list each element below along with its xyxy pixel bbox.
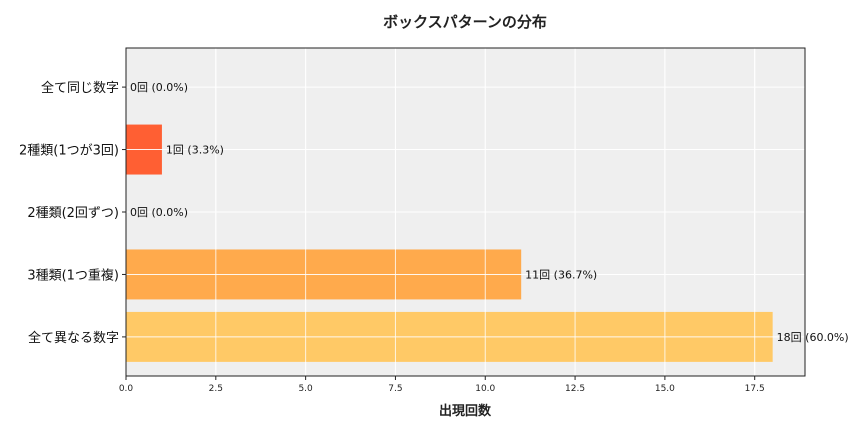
data-label: 11回 (36.7%) [525, 268, 597, 281]
x-tick-label: 0.0 [119, 384, 134, 394]
category-label: 全て同じ数字 [41, 80, 119, 96]
data-label: 18回 (60.0%) [777, 331, 849, 344]
x-tick-label: 7.5 [388, 384, 402, 394]
data-label: 1回 (3.3%) [166, 144, 224, 157]
x-tick-label: 2.5 [209, 384, 223, 394]
chart-title: ボックスパターンの分布 [383, 13, 547, 31]
category-label: 2種類(2回ずつ) [27, 205, 119, 221]
x-axis-label: 出現回数 [439, 403, 492, 419]
x-tick-label: 5.0 [298, 384, 313, 394]
data-label: 0回 (0.0%) [130, 81, 188, 94]
x-tick-label: 10.0 [475, 384, 495, 394]
category-label: 全て異なる数字 [28, 330, 119, 346]
x-tick-label: 12.5 [565, 384, 585, 394]
category-label: 2種類(1つが3回) [19, 143, 119, 159]
x-tick-label: 17.5 [745, 384, 765, 394]
x-tick-label: 15.0 [655, 384, 675, 394]
category-label: 3種類(1つ重複) [27, 267, 119, 283]
data-label: 0回 (0.0%) [130, 206, 188, 219]
